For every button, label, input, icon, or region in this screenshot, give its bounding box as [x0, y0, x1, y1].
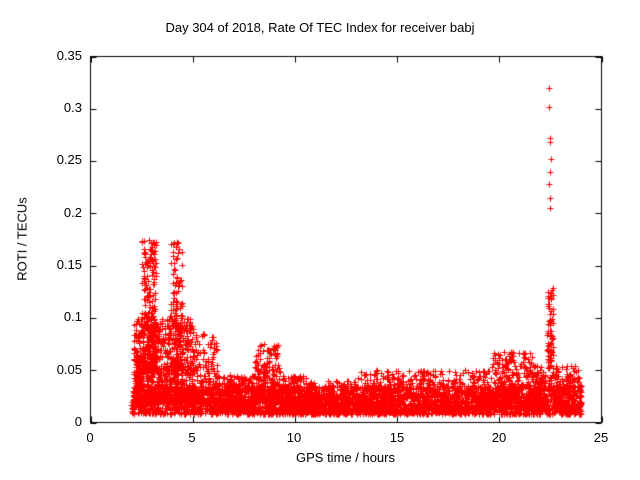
y-tick-label-005: 0.05 [56, 362, 82, 377]
y-tick-label-02: 0.2 [63, 205, 82, 220]
x-tick-label-25: 25 [593, 430, 609, 445]
x-tick-label-15: 15 [389, 430, 405, 445]
x-axis-label: GPS time / hours [296, 450, 395, 465]
x-tick-label-5: 5 [188, 430, 196, 445]
x-tick-label-20: 20 [491, 430, 507, 445]
y-tick-label-035: 0.35 [56, 48, 82, 63]
x-tick-label-10: 10 [286, 430, 302, 445]
y-tick-label-015: 0.15 [56, 257, 82, 272]
x-tick-label-0: 0 [86, 430, 94, 445]
y-axis-label: ROTI / TECUs [14, 197, 30, 281]
y-tick-label-0: 0 [74, 414, 82, 429]
y-tick-label-01: 0.1 [63, 309, 82, 324]
chart-title: Day 304 of 2018, Rate Of TEC Index for r… [165, 20, 475, 35]
y-tick-label-03: 0.3 [63, 100, 82, 115]
y-tick-label-025: 0.25 [56, 152, 82, 167]
